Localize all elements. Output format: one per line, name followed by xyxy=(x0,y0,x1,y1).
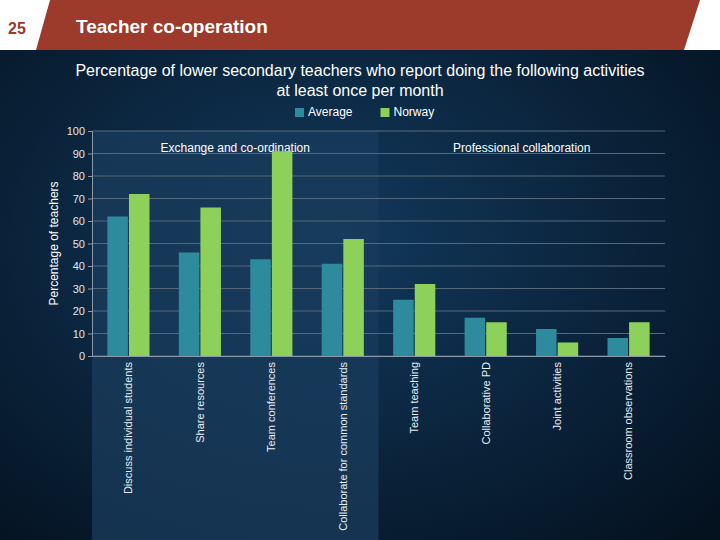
bar xyxy=(200,208,221,357)
tick: 60 xyxy=(73,215,92,227)
tick-label: 60 xyxy=(73,215,85,227)
y-axis-title: Percentage of teachers xyxy=(47,181,61,305)
tick: 40 xyxy=(73,260,92,272)
x-axis: Discuss individual students Share resourc… xyxy=(93,356,666,531)
grid-line xyxy=(92,176,665,177)
tick-label: 0 xyxy=(79,350,85,362)
group-label: Professional collaboration xyxy=(453,141,590,155)
header-banner xyxy=(36,0,700,50)
tick: 90 xyxy=(73,148,92,160)
tick-label: Share resources xyxy=(194,362,206,443)
grid-line xyxy=(92,266,665,267)
tick: 70 xyxy=(73,193,92,205)
tick-mark xyxy=(88,356,92,357)
legend-swatch xyxy=(380,108,389,117)
bar xyxy=(486,322,507,356)
grid-line xyxy=(92,311,665,312)
legend-item: Average xyxy=(295,105,353,119)
bar xyxy=(322,264,343,356)
bar xyxy=(179,253,200,357)
chart-root: 25 Teacher co-operation Percentage of lowe… xyxy=(0,0,720,540)
tick-mark xyxy=(88,154,92,155)
tick: 50 xyxy=(73,238,92,250)
tick: Share resources xyxy=(194,356,206,443)
tick: Collaborate for common standards xyxy=(337,356,349,531)
bar xyxy=(107,217,128,357)
tick-label: 50 xyxy=(73,238,85,250)
tick-label: 30 xyxy=(73,283,85,295)
tick-label: Team teaching xyxy=(408,362,420,434)
bars xyxy=(107,151,649,356)
tick-label: 40 xyxy=(73,260,85,272)
tick-mark xyxy=(88,289,92,290)
tick-label: 80 xyxy=(73,170,85,182)
bar xyxy=(272,151,293,356)
chart-title: Percentage of lower secondary teachers w… xyxy=(75,62,644,99)
background xyxy=(0,0,720,540)
tick: Collaborative PD xyxy=(480,356,492,445)
tick: 20 xyxy=(73,305,92,317)
grid-line xyxy=(92,243,665,244)
tick-mark xyxy=(88,176,92,177)
bar xyxy=(129,194,150,356)
tick-label: Team conferences xyxy=(265,362,277,452)
grid-line xyxy=(92,356,665,357)
tick-label: 10 xyxy=(73,328,85,340)
bar xyxy=(415,284,436,356)
tick: Team conferences xyxy=(265,356,277,452)
tick-label: 20 xyxy=(73,305,85,317)
legend-label: Average xyxy=(308,105,353,119)
tick: 100 xyxy=(67,125,92,137)
header-band xyxy=(0,0,720,50)
tick-mark xyxy=(88,199,92,200)
y-axis: 0 10 20 30 40 50 60 70 80 90 100 xyxy=(67,125,93,362)
tick-label: Discuss individual students xyxy=(122,362,134,495)
bar xyxy=(465,318,486,356)
tick-mark xyxy=(88,266,92,267)
bar xyxy=(558,343,579,357)
axis-line xyxy=(88,132,93,357)
grid xyxy=(92,131,665,356)
axis-line xyxy=(93,356,666,357)
tick-label: 100 xyxy=(67,125,85,137)
tick-label: Collaborate for common standards xyxy=(337,362,349,531)
tick: Team teaching xyxy=(408,356,420,434)
bar xyxy=(607,338,628,356)
grid-line xyxy=(92,333,665,334)
grid-line xyxy=(92,221,665,222)
bar xyxy=(629,322,650,356)
legend: Average Norway xyxy=(295,105,434,119)
tick-label: Collaborative PD xyxy=(480,362,492,445)
legend-item: Norway xyxy=(380,105,434,119)
tick-label: Joint activities xyxy=(551,362,563,431)
tick-mark xyxy=(88,131,92,132)
grid-line xyxy=(92,131,665,132)
tick-label: 90 xyxy=(73,148,85,160)
tick: 30 xyxy=(73,283,92,295)
bar xyxy=(250,259,271,356)
tick-mark xyxy=(88,311,92,312)
tick-label: 70 xyxy=(73,193,85,205)
tick: 10 xyxy=(73,328,92,340)
bar xyxy=(343,239,364,356)
grid-line xyxy=(92,198,665,199)
tick-mark xyxy=(88,244,92,245)
tick: Joint activities xyxy=(551,356,563,430)
group-panel xyxy=(92,131,379,540)
tick: 80 xyxy=(73,170,92,182)
tick-mark xyxy=(88,221,92,222)
legend-swatch xyxy=(295,108,304,117)
bar xyxy=(536,329,557,356)
tick: 0 xyxy=(79,350,92,362)
tick: Discuss individual students xyxy=(122,356,134,494)
tick-mark xyxy=(88,334,92,335)
bar xyxy=(393,300,414,356)
grid-line xyxy=(92,288,665,289)
tick: Classroom observations xyxy=(622,356,634,480)
slide-heading: Teacher co-operation xyxy=(76,16,268,37)
legend-label: Norway xyxy=(393,105,434,119)
tick-label: Classroom observations xyxy=(622,362,634,480)
slide-number: 25 xyxy=(8,20,26,37)
